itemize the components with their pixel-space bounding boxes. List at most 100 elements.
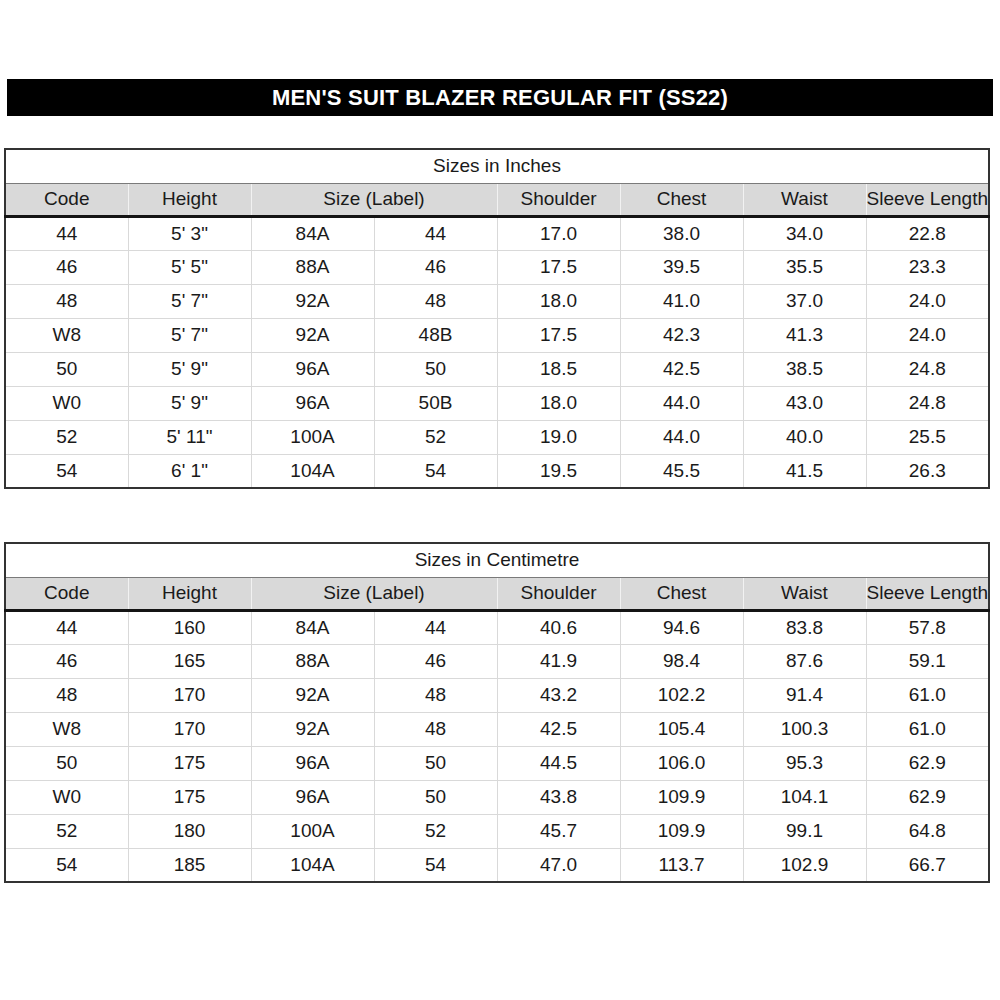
column-header: Waist [743,183,866,216]
table-cell: 64.8 [866,814,989,848]
table-cell: 105.4 [620,712,743,746]
table-cell: 98.4 [620,644,743,678]
table-cell: 5' 11" [128,420,251,454]
table-cell: 5' 5" [128,250,251,284]
title-banner: MEN'S SUIT BLAZER REGULAR FIT (SS22) [7,79,993,116]
table-cell: 25.5 [866,420,989,454]
table-cell: 34.0 [743,216,866,250]
table-cell: 37.0 [743,284,866,318]
column-header: Shoulder [497,183,620,216]
table-cell: 24.0 [866,318,989,352]
table-row: 485' 7"92A4818.041.037.024.0 [5,284,989,318]
table-cell: 24.8 [866,386,989,420]
table-row: W05' 9"96A50B18.044.043.024.8 [5,386,989,420]
table-cell: 96A [251,386,374,420]
table-cell: 100.3 [743,712,866,746]
table-cell: 91.4 [743,678,866,712]
table-cell: 84A [251,216,374,250]
table-cell: 57.8 [866,610,989,644]
size-table-inches: Sizes in InchesCodeHeightSize (Label)Sho… [4,148,990,489]
table-cell: 44.5 [497,746,620,780]
table-cell: 92A [251,712,374,746]
table-cell: 62.9 [866,746,989,780]
table-cell: 109.9 [620,780,743,814]
table-row: W85' 7"92A48B17.542.341.324.0 [5,318,989,352]
table-cell: 41.3 [743,318,866,352]
table-cell: 18.0 [497,284,620,318]
table-head-inches: Sizes in InchesCodeHeightSize (Label)Sho… [5,149,989,216]
table-cell: 84A [251,610,374,644]
table-cell: 40.0 [743,420,866,454]
table-cell: 44.0 [620,386,743,420]
table-cell: 170 [128,678,251,712]
table-cell: 50 [5,352,128,386]
table-cell: 39.5 [620,250,743,284]
column-header: Sleeve Length [866,577,989,610]
column-header: Size (Label) [251,183,497,216]
table-cell: 46 [374,644,497,678]
table-cell: 109.9 [620,814,743,848]
table-cell: 17.0 [497,216,620,250]
table-cell: 100A [251,420,374,454]
table-cell: 59.1 [866,644,989,678]
table-cell: 185 [128,848,251,882]
banner-title: MEN'S SUIT BLAZER REGULAR FIT (SS22) [272,85,728,111]
table-cell: W0 [5,780,128,814]
table-cell: 113.7 [620,848,743,882]
table-cell: 50 [374,352,497,386]
table-cell: 44 [374,216,497,250]
table-cell: 50 [374,780,497,814]
table-cell: 24.8 [866,352,989,386]
table-cell: 92A [251,678,374,712]
table-cell: 43.0 [743,386,866,420]
table-row: 525' 11"100A5219.044.040.025.5 [5,420,989,454]
table-cell: 19.5 [497,454,620,488]
table-cell: 35.5 [743,250,866,284]
table-title: Sizes in Inches [5,149,989,183]
column-header: Code [5,183,128,216]
table-cell: 42.5 [497,712,620,746]
table-cell: 106.0 [620,746,743,780]
table-cell: 48 [374,284,497,318]
table-cell: 52 [5,814,128,848]
table-cell: 48 [374,678,497,712]
table-cell: 5' 9" [128,386,251,420]
table-body-inches: 445' 3"84A4417.038.034.022.8465' 5"88A46… [5,216,989,488]
table-cell: 50 [5,746,128,780]
table-cell: 61.0 [866,712,989,746]
table-cell: 52 [374,814,497,848]
table-row: 4616588A4641.998.487.659.1 [5,644,989,678]
table-cell: 5' 3" [128,216,251,250]
table-cell: 44 [374,610,497,644]
table-cell: 44.0 [620,420,743,454]
column-header: Size (Label) [251,577,497,610]
table-cell: 96A [251,780,374,814]
table-cell: 44 [5,216,128,250]
table-cell: 54 [374,454,497,488]
table-head-cm: Sizes in CentimetreCodeHeightSize (Label… [5,543,989,610]
table-cell: 48 [374,712,497,746]
table-cell: 46 [374,250,497,284]
table-cell: 50B [374,386,497,420]
table-cell: 6' 1" [128,454,251,488]
table-cell: 46 [5,250,128,284]
table-cell: 42.3 [620,318,743,352]
column-header-row: CodeHeightSize (Label)ShoulderChestWaist… [5,577,989,610]
table-cell: 170 [128,712,251,746]
table-cell: 43.2 [497,678,620,712]
table-cell: 43.8 [497,780,620,814]
column-header-row: CodeHeightSize (Label)ShoulderChestWaist… [5,183,989,216]
table-cell: 99.1 [743,814,866,848]
table-cell: 88A [251,644,374,678]
table-row: 52180100A5245.7109.999.164.8 [5,814,989,848]
table-cell: 83.8 [743,610,866,644]
table-row: 54185104A5447.0113.7102.966.7 [5,848,989,882]
table-cell: 54 [374,848,497,882]
table-cell: 104A [251,454,374,488]
table-cell: 45.7 [497,814,620,848]
table-cell: W8 [5,712,128,746]
table-body-cm: 4416084A4440.694.683.857.84616588A4641.9… [5,610,989,882]
table-cell: 23.3 [866,250,989,284]
table-cell: 180 [128,814,251,848]
table-cell: 38.0 [620,216,743,250]
